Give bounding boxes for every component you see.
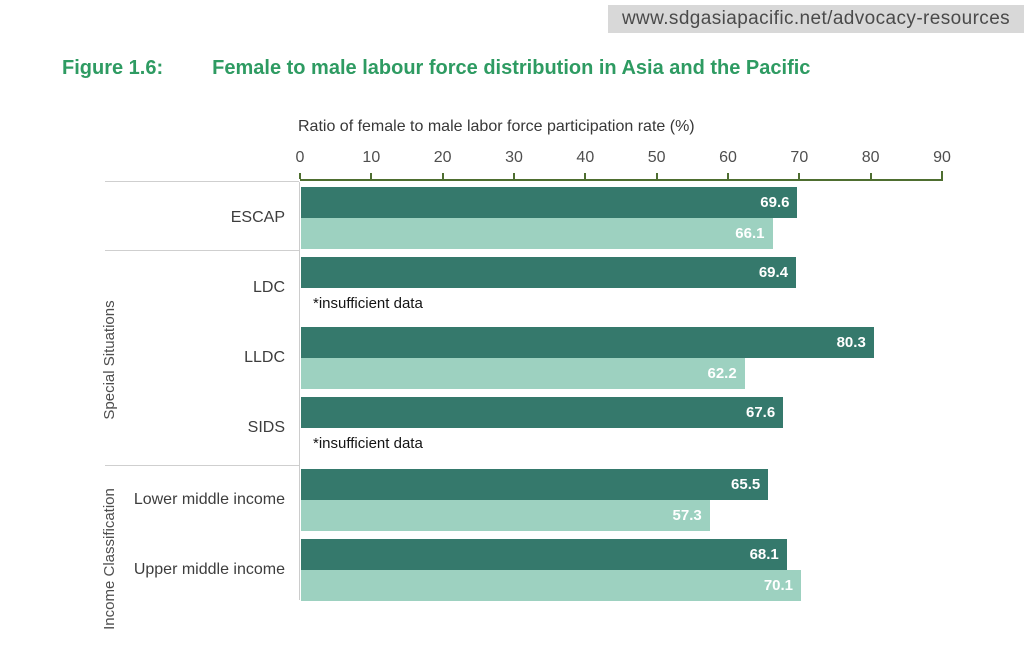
category-label: LDC: [252, 279, 285, 296]
x-axis-tick-60: [727, 173, 729, 179]
bar-value-label: 65.5: [731, 476, 761, 493]
category-label: Lower middle income: [133, 491, 285, 508]
x-axis-tick-label-80: 80: [861, 149, 880, 166]
figure-page: www.sdgasiapacific.net/advocacy-resource…: [62, 5, 1024, 630]
bar-value-label: 70.1: [763, 577, 794, 594]
figure-title: Female to male labour force distribution…: [212, 57, 811, 79]
insufficient-data-note-sids: *insufficient data: [313, 435, 423, 452]
bar-dark-escap: 69.6: [301, 187, 798, 218]
group-divider-escap-special: [105, 250, 299, 251]
figure-number-label: Figure 1.6:: [62, 57, 164, 79]
category-label: ESCAP: [230, 209, 285, 226]
x-axis-tick-90: [941, 171, 943, 179]
bar-light-lower-middle-income: 57.3: [301, 500, 710, 531]
bar-dark-sids: 67.6: [301, 397, 784, 428]
bar-value-label: 66.1: [735, 225, 765, 242]
insufficient-data-note-ldc: *insufficient data: [313, 295, 423, 312]
x-axis-tick-label-40: 40: [576, 149, 595, 166]
bar-dark-lower-middle-income: 65.5: [301, 469, 769, 500]
x-axis-tick-label-30: 30: [505, 149, 523, 166]
url-banner: www.sdgasiapacific.net/advocacy-resource…: [608, 5, 1024, 33]
bar-value-label: 62.2: [707, 365, 737, 382]
x-axis-tick-label-90: 90: [933, 149, 951, 166]
category-label: LLDC: [244, 349, 285, 366]
category-label: Upper middle income: [133, 561, 285, 578]
group-divider-special-income: [105, 465, 299, 466]
x-axis-tick-label-60: 60: [719, 149, 737, 166]
category-label: SIDS: [247, 419, 285, 436]
bar-value-label: 69.6: [760, 194, 790, 211]
figure-title-row: Figure 1.6: Female to male labour force d…: [62, 57, 810, 80]
bar-dark-ldc: 69.4: [301, 257, 797, 288]
x-axis-tick-20: [441, 173, 444, 179]
x-axis-tick-label-10: 10: [362, 149, 381, 166]
bar-value-label: 67.6: [746, 404, 776, 421]
x-axis-tick-label-20: 20: [433, 149, 452, 166]
group-divider-top: [105, 181, 299, 182]
bar-light-escap: 66.1: [301, 218, 773, 249]
x-axis-tick-label-50: 50: [647, 149, 666, 166]
x-axis-tick-50: [655, 173, 658, 179]
chart-baseline: [299, 182, 300, 600]
bar-dark-lldc: 80.3: [301, 327, 874, 358]
x-axis-tick-10: [370, 173, 373, 179]
url-text: www.sdgasiapacific.net/advocacy-resource…: [621, 8, 1011, 29]
x-axis-tick-30: [513, 173, 515, 179]
x-axis-tick-70: [798, 173, 801, 179]
x-axis-tick-40: [584, 173, 587, 179]
group-label-income-classification: Income Classification: [101, 488, 118, 630]
bar-dark-upper-middle-income: 68.1: [301, 539, 787, 570]
x-axis-line: [300, 179, 943, 181]
bar-light-upper-middle-income: 70.1: [301, 570, 802, 601]
bar-value-label: 69.4: [758, 264, 789, 281]
bar-value-label: 57.3: [672, 507, 702, 524]
x-axis-tick-0: [299, 173, 301, 179]
bar-light-lldc: 62.2: [301, 358, 745, 389]
x-axis-tick-80: [869, 173, 872, 179]
bar-value-label: 80.3: [836, 334, 866, 351]
bar-value-label: 68.1: [749, 546, 779, 563]
x-axis-tick-label-0: 0: [295, 149, 305, 166]
x-axis-title: Ratio of female to male labor force part…: [298, 118, 695, 135]
x-axis-tick-label-70: 70: [790, 149, 809, 166]
